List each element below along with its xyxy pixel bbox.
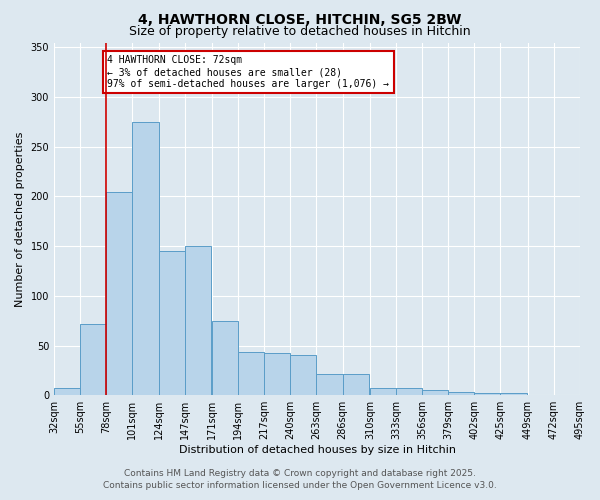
X-axis label: Distribution of detached houses by size in Hitchin: Distribution of detached houses by size … [179,445,455,455]
Bar [80,324,106,395]
Bar [290,356,316,395]
Bar [580,393,600,395]
Bar [422,390,448,395]
Y-axis label: Number of detached properties: Number of detached properties [15,131,25,306]
Bar [500,393,527,395]
Bar [343,374,369,395]
Bar [133,122,158,395]
Text: Contains HM Land Registry data © Crown copyright and database right 2025.
Contai: Contains HM Land Registry data © Crown c… [103,468,497,490]
Bar [185,246,211,395]
Bar [212,320,238,395]
Bar [106,192,133,395]
Bar [396,388,422,395]
Bar [316,374,343,395]
Bar [448,392,475,395]
Text: 4 HAWTHORN CLOSE: 72sqm
← 3% of detached houses are smaller (28)
97% of semi-det: 4 HAWTHORN CLOSE: 72sqm ← 3% of detached… [107,56,389,88]
Text: 4, HAWTHORN CLOSE, HITCHIN, SG5 2BW: 4, HAWTHORN CLOSE, HITCHIN, SG5 2BW [139,12,461,26]
Bar [475,393,500,395]
Bar [238,352,264,395]
Bar [54,388,80,395]
Bar [264,354,290,395]
Bar [370,388,396,395]
Bar [158,251,185,395]
Text: Size of property relative to detached houses in Hitchin: Size of property relative to detached ho… [129,25,471,38]
